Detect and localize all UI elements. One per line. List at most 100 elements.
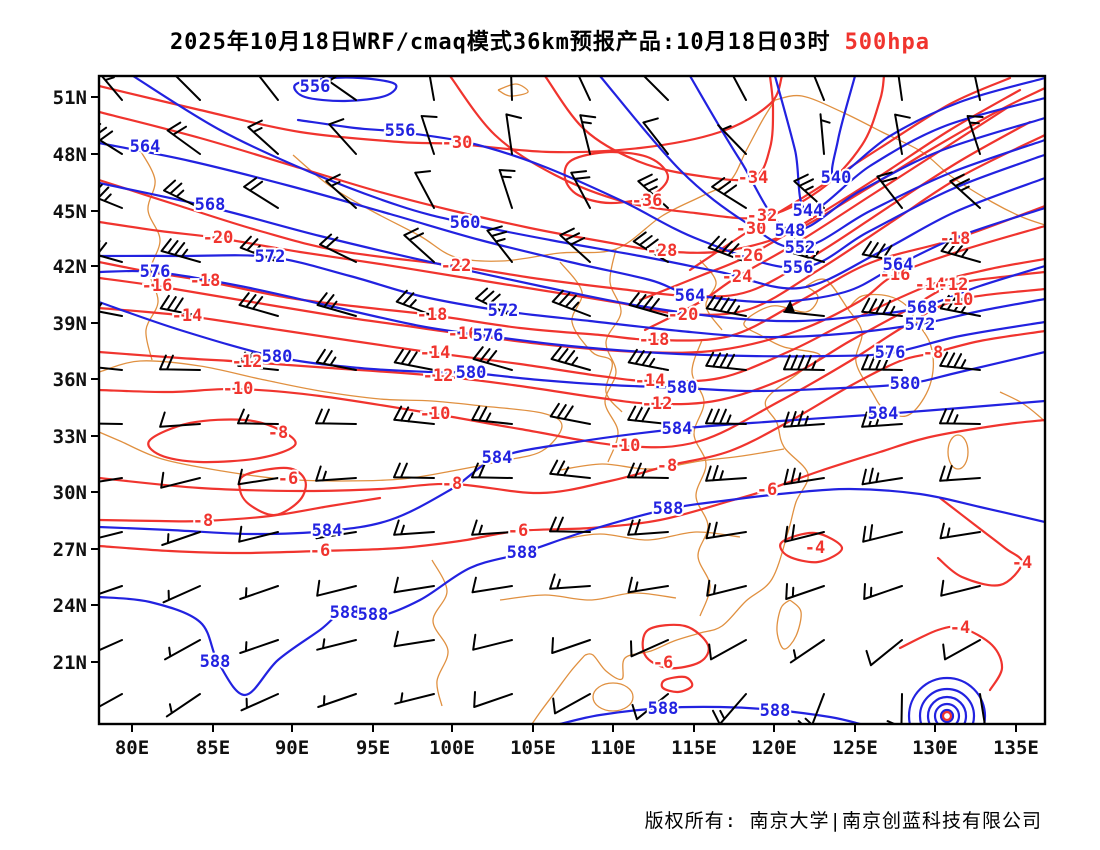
wind-barb [498, 169, 516, 209]
wind-barb [393, 630, 435, 648]
height-label: 568 [907, 298, 938, 318]
height-label: 588 [200, 652, 231, 672]
wind-barb [549, 402, 591, 425]
wind-barb [627, 519, 669, 536]
height-contour-584 [99, 399, 1045, 536]
wind-barb [165, 693, 201, 718]
wind-barb [505, 113, 522, 155]
wind-barb [403, 227, 435, 263]
height-label: 580 [262, 347, 293, 367]
wind-barb [549, 516, 591, 533]
wind-barb [577, 76, 591, 101]
kyushu [947, 434, 969, 470]
height-label: 564 [675, 286, 706, 306]
temp-contour--4 [898, 625, 1004, 692]
wind-barb [705, 294, 747, 317]
wind-barb [939, 465, 981, 482]
wind-barb [632, 231, 669, 263]
yunnan-border [431, 559, 449, 707]
wind-barb [711, 177, 747, 209]
wind-barb [475, 287, 513, 317]
lat-tick-label: 24N [53, 595, 87, 617]
wind-barb [863, 583, 903, 600]
lon-tick-label: 135E [993, 737, 1039, 759]
temp-label: -18 [190, 271, 221, 291]
wind-barb [174, 76, 201, 101]
height-label: 584 [482, 448, 513, 468]
height-label: 580 [890, 374, 921, 394]
height-label: 576 [140, 262, 171, 282]
temp-label: -10 [943, 290, 974, 310]
height-contour-560 [131, 76, 1045, 290]
wind-barb [642, 76, 669, 101]
temp-label: -22 [441, 256, 472, 276]
temp-label: -16 [448, 324, 479, 344]
wind-barb [630, 639, 669, 658]
lat-tick-label: 48N [53, 144, 87, 166]
wind-barb [637, 173, 669, 209]
temp-contour--6 [641, 623, 710, 670]
wind-barb [316, 638, 357, 651]
temp-contour--4 [779, 531, 844, 564]
wind-barb [247, 119, 279, 155]
wind-barb [705, 465, 747, 482]
lat-tick-label: 27N [53, 539, 87, 561]
hainan [592, 682, 634, 712]
wind-barb [631, 693, 669, 721]
typhoon-height-ring [907, 676, 987, 724]
height-label: 560 [450, 213, 481, 233]
temp-contour--32 [448, 76, 886, 220]
wind-barb [783, 354, 825, 371]
lon-tick-label: 120E [751, 737, 797, 759]
height-label: 548 [775, 221, 806, 241]
height-label: 540 [821, 168, 852, 188]
wind-barb [472, 346, 513, 371]
temp-label: -10 [223, 379, 254, 399]
wind-barb [162, 585, 201, 604]
wind-barb [315, 408, 357, 425]
wind-barb [939, 522, 981, 540]
wind-barb [328, 118, 357, 155]
wind-barb [705, 351, 747, 371]
wind-barb [627, 405, 669, 425]
wind-barb [627, 348, 669, 371]
height-label: 572 [905, 315, 936, 335]
wind-barb [161, 531, 201, 546]
wind-barb [793, 173, 825, 209]
temp-label: -14 [635, 371, 666, 391]
temp-label: -30 [442, 133, 473, 153]
temp-contour--6 [99, 418, 1045, 555]
temp-contour--12 [99, 270, 1045, 406]
axes: 51N 48N 45N 42N 39N 36N 33N 30N 27N 24N 21N 80E 85E 9… [53, 87, 1039, 759]
temp-label: -14 [915, 275, 946, 295]
wind-barb [706, 579, 747, 597]
wind-barb [319, 233, 357, 263]
wind-barb [393, 462, 435, 479]
height-label: 576 [875, 343, 906, 363]
page-title: 2025年10月18日WRF/cmaq模式36km预报产品:10月18日03时 5… [0, 24, 1100, 56]
wind-barb [510, 76, 513, 101]
temp-label: -4 [950, 618, 970, 638]
wind-barb [975, 693, 986, 724]
temp-contour--14 [99, 257, 1045, 383]
temp-label: -12 [642, 394, 673, 414]
height-label: 564 [883, 255, 914, 275]
wind-barb [237, 351, 279, 371]
temp-label: -6 [653, 653, 673, 673]
wind-barb [238, 525, 279, 543]
map-canvas: -30-30-28-36-34-32-26-24-22-20-20-18-18-… [99, 76, 1045, 724]
wind-barb [559, 227, 591, 263]
temp-label: -14 [172, 306, 203, 326]
wind-barb [708, 639, 747, 661]
temp-label: -14 [420, 343, 451, 363]
lat-tick-label: 21N [53, 652, 87, 674]
height-label: 588 [648, 699, 679, 719]
typhoon-temp-ring [941, 710, 953, 722]
map-frame [97, 74, 1047, 726]
wind-barb [239, 235, 279, 263]
height-contour-552 [598, 76, 1045, 250]
height-contour-556 [293, 76, 398, 103]
lon-tick-label: 100E [429, 737, 475, 759]
wind-barb [471, 576, 513, 594]
wind-barb [486, 225, 513, 263]
